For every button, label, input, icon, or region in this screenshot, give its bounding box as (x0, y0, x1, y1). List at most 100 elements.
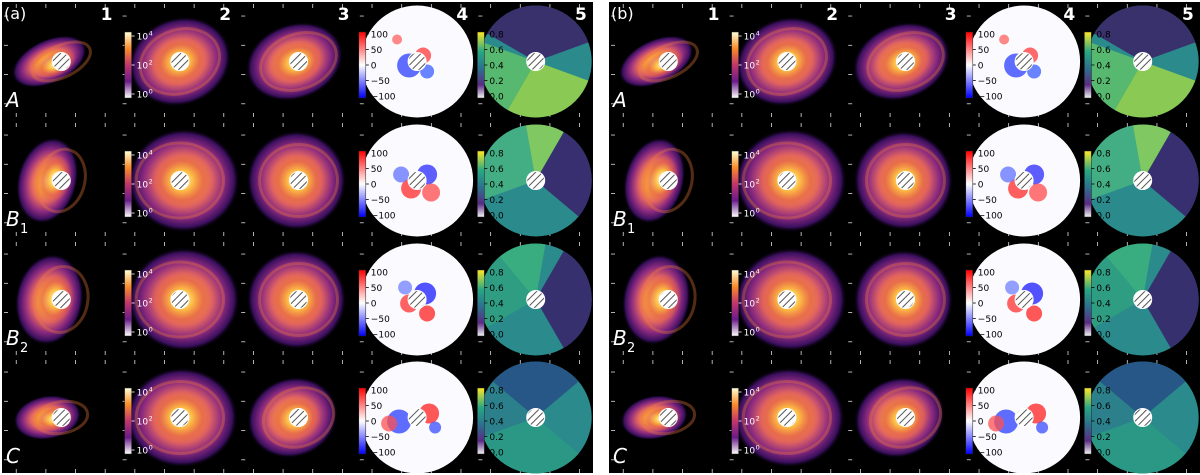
colorbar-tick-label: 0.0 (1096, 331, 1111, 341)
panel-tag: (a) (4, 4, 26, 23)
cell-row1-col1 (611, 4, 713, 117)
colorbar-tick-label: 0.2 (1096, 315, 1110, 325)
colorbar-tick-exponent: 0 (756, 326, 760, 334)
ratio-sector (1106, 243, 1153, 300)
ratio-sector (1142, 251, 1199, 348)
cell-row2-col3 (241, 123, 347, 236)
coronagraph-mask (170, 52, 190, 71)
colorbar-flux (731, 387, 739, 455)
cell-row4-col4: 100 50 0 −50 −100 (358, 360, 474, 474)
colorbar-tick-label: 0 (371, 62, 377, 72)
colorbar-tick-label: 10 (137, 33, 149, 43)
coronagraph-mask (777, 408, 797, 427)
colorbar-ratio (477, 150, 485, 218)
column-number: 5 (575, 5, 587, 25)
colorbar-tick-exponent: 2 (756, 59, 760, 67)
colorbar-tick-exponent: 0 (756, 207, 760, 215)
colorbar-tick-label: 10 (744, 329, 756, 339)
cell-row1-col4: 100 50 0 −50 −100 (965, 4, 1081, 118)
cell-row1-col1 (4, 4, 106, 117)
colorbar-tick-label: 10 (137, 62, 149, 72)
ratio-sector (1142, 132, 1199, 217)
cell-row3-col3 (848, 242, 954, 355)
residual-feature (1005, 280, 1020, 295)
cell-row4-col3 (241, 360, 343, 473)
row-label: A (611, 88, 627, 112)
colorbar-tick-label: 10 (744, 33, 756, 43)
colorbar-tick-exponent: 4 (149, 268, 153, 276)
cell-row2-col5: 0.8 0.6 0.4 0.2 0.0 (1084, 123, 1199, 237)
cell-row3-col4: 100 50 0 −50 −100 (358, 242, 474, 356)
colorbar-tick-label: −100 (978, 93, 1003, 103)
coronagraph-mask (289, 290, 308, 309)
colorbar-residual (965, 269, 974, 337)
colorbar-residual (965, 150, 974, 218)
colorbar-tick-label: −100 (978, 449, 1003, 459)
row-label: B (613, 326, 627, 350)
spiral-arm (258, 262, 339, 337)
colorbar-ratio (477, 387, 485, 455)
ratio-sector (487, 5, 589, 62)
colorbar-tick-label: 10 (744, 447, 756, 457)
coronagraph-mask (526, 408, 546, 427)
spiral-arm (134, 141, 226, 220)
colorbar-tick-label: 50 (371, 402, 383, 412)
colorbar-residual (965, 31, 974, 99)
ratio-sector (1090, 417, 1186, 474)
colorbar-tick-label: 0.8 (489, 31, 504, 41)
spiral-arm (637, 40, 699, 83)
ratio-sector (479, 42, 536, 110)
cell-row1-col3 (848, 4, 951, 117)
colorbar-ratio (1084, 31, 1092, 99)
row-label: B (613, 207, 627, 231)
cell-row2-col4: 100 50 0 −50 −100 (358, 123, 474, 237)
colorbar-tick-label: 0.6 (489, 165, 504, 175)
ratio-sector (479, 381, 536, 437)
colorbar-tick-exponent: 2 (756, 297, 760, 305)
cell-row4-col5: 0.8 0.6 0.4 0.2 0.0 (477, 360, 592, 474)
spiral-arm (258, 143, 339, 218)
colorbar-ratio (477, 269, 485, 337)
colorbar-tick-label: 0.2 (1096, 433, 1110, 443)
cell-row4-col1 (611, 360, 713, 473)
cell-row3-col3 (241, 242, 347, 355)
colorbar-residual (358, 150, 367, 218)
coronagraph-mask (407, 408, 427, 427)
coronagraph-mask (658, 52, 678, 71)
coronagraph-mask (170, 171, 190, 190)
coronagraph-mask (407, 290, 427, 309)
ratio-sector (499, 243, 546, 300)
coronagraph-mask (526, 290, 546, 309)
colorbar-tick-label: 10 (744, 271, 756, 281)
coronagraph-mask (896, 171, 915, 190)
colorbar-tick-label: 10 (744, 91, 756, 101)
colorbar-tick-exponent: 0 (149, 326, 153, 334)
colorbar-tick-label: 0.4 (489, 181, 504, 191)
spiral-arm (134, 260, 226, 339)
spiral-arm (33, 265, 90, 334)
ratio-sector (535, 251, 592, 348)
column-number: 2 (219, 5, 231, 25)
spiral-arm (259, 31, 338, 92)
colorbar-tick-label: 0.0 (489, 449, 504, 459)
colorbar-tick-label: 50 (978, 402, 990, 412)
colorbar-tick-label: 10 (137, 210, 149, 220)
spiral-arm (33, 399, 90, 436)
colorbar-tick-label: 0.4 (489, 300, 504, 310)
colorbar-tick-label: 0.0 (489, 93, 504, 103)
colorbar-tick-label: 0.6 (1096, 402, 1111, 412)
residual-feature (1029, 183, 1048, 202)
colorbar-tick-label: 100 (978, 269, 995, 279)
cell-row2-col4: 100 50 0 −50 −100 (965, 123, 1081, 237)
spiral-arm (865, 262, 946, 337)
residual-feature (988, 415, 1005, 432)
colorbar-tick-label: −100 (978, 212, 1003, 222)
colorbar-tick-label: 0.6 (1096, 46, 1111, 56)
residual-feature (381, 415, 398, 432)
row-label-subscript: 1 (20, 222, 28, 237)
ratio-sector (507, 61, 589, 118)
ratio-sector (479, 125, 536, 200)
colorbar-tick-label: 0 (371, 300, 377, 310)
